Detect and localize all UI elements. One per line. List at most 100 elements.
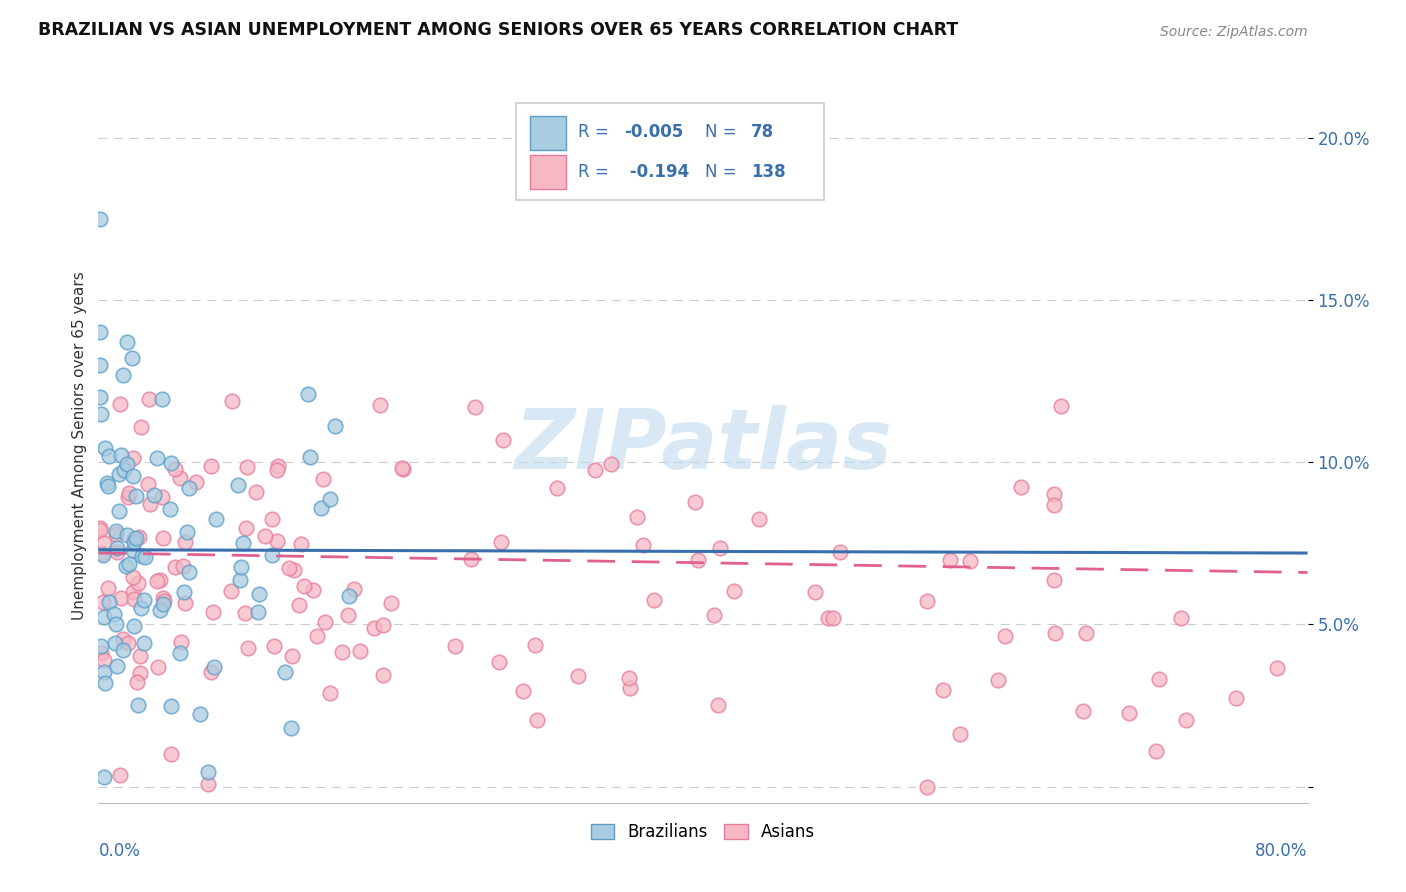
Point bbox=[221, 393, 243, 408]
Text: ZIPatlas: ZIPatlas bbox=[515, 406, 891, 486]
Point bbox=[122, 619, 145, 633]
Point bbox=[267, 459, 290, 474]
Point bbox=[1225, 691, 1247, 706]
Point bbox=[1043, 573, 1066, 587]
Point bbox=[273, 665, 295, 680]
Point bbox=[97, 479, 120, 493]
Point bbox=[118, 558, 141, 572]
Point bbox=[138, 392, 160, 406]
Point bbox=[121, 570, 143, 584]
Point bbox=[176, 524, 198, 539]
Point bbox=[89, 523, 111, 537]
Point bbox=[307, 629, 329, 643]
Point bbox=[172, 558, 194, 573]
Point bbox=[107, 467, 129, 481]
Point bbox=[1043, 487, 1066, 501]
Point bbox=[93, 770, 115, 784]
Point bbox=[117, 491, 139, 505]
Point bbox=[122, 532, 145, 546]
Point bbox=[266, 534, 288, 549]
Text: Source: ZipAtlas.com: Source: ZipAtlas.com bbox=[1160, 25, 1308, 39]
Point bbox=[188, 706, 211, 721]
Point bbox=[93, 549, 115, 563]
Text: -0.194: -0.194 bbox=[624, 163, 690, 181]
Point bbox=[165, 559, 187, 574]
Point bbox=[89, 390, 111, 404]
Point bbox=[583, 463, 606, 477]
Point bbox=[197, 765, 219, 780]
Point bbox=[823, 611, 845, 625]
Point bbox=[238, 641, 260, 656]
Point bbox=[152, 591, 174, 605]
Point bbox=[707, 698, 730, 713]
Point bbox=[748, 512, 770, 526]
Point bbox=[121, 451, 143, 466]
Point bbox=[371, 618, 394, 632]
Point bbox=[110, 397, 132, 411]
Point bbox=[363, 621, 385, 635]
Point bbox=[173, 596, 195, 610]
Point bbox=[1118, 706, 1140, 721]
Point bbox=[512, 684, 534, 698]
Point bbox=[631, 538, 654, 552]
Point bbox=[619, 681, 641, 696]
Point bbox=[112, 632, 135, 647]
Point bbox=[173, 535, 195, 549]
Point bbox=[236, 459, 259, 474]
Point bbox=[626, 509, 648, 524]
Point bbox=[131, 549, 153, 564]
Point bbox=[202, 659, 225, 673]
Point bbox=[959, 554, 981, 568]
Point bbox=[122, 534, 145, 549]
Point bbox=[526, 713, 548, 727]
Point bbox=[149, 603, 172, 617]
Point bbox=[233, 606, 256, 620]
Point bbox=[121, 543, 143, 558]
Point bbox=[127, 698, 149, 713]
Point bbox=[105, 658, 128, 673]
Point bbox=[228, 573, 250, 587]
Point bbox=[117, 334, 139, 349]
Point bbox=[314, 615, 336, 629]
Point bbox=[105, 544, 128, 558]
Point bbox=[1071, 704, 1094, 718]
Point bbox=[90, 407, 112, 421]
Point bbox=[683, 495, 706, 509]
Point bbox=[160, 698, 183, 713]
Point bbox=[125, 489, 148, 503]
Point bbox=[1049, 399, 1071, 413]
Point bbox=[108, 504, 131, 518]
Point bbox=[280, 721, 302, 735]
Bar bbox=[530, 116, 567, 150]
Legend: Brazilians, Asians: Brazilians, Asians bbox=[583, 817, 823, 848]
Point bbox=[643, 593, 665, 607]
Point bbox=[915, 780, 938, 794]
Point bbox=[1265, 661, 1288, 675]
Point bbox=[600, 457, 623, 471]
Point bbox=[89, 211, 111, 226]
Point bbox=[122, 468, 145, 483]
Point bbox=[134, 549, 156, 564]
Point bbox=[546, 482, 568, 496]
Point bbox=[197, 777, 219, 791]
Point bbox=[98, 595, 121, 609]
Point bbox=[129, 600, 152, 615]
Point bbox=[121, 585, 143, 599]
Point bbox=[283, 563, 305, 577]
Point bbox=[186, 475, 208, 489]
Point bbox=[94, 442, 117, 456]
Point bbox=[112, 643, 135, 657]
Point bbox=[444, 639, 467, 653]
Point bbox=[380, 596, 402, 610]
Point bbox=[90, 546, 112, 560]
Point bbox=[159, 501, 181, 516]
Point bbox=[492, 434, 515, 448]
Point bbox=[391, 462, 413, 476]
FancyBboxPatch shape bbox=[516, 103, 824, 200]
Text: N =: N = bbox=[706, 163, 742, 181]
Point bbox=[143, 488, 166, 502]
Point bbox=[93, 653, 115, 667]
Point bbox=[93, 675, 115, 690]
Point bbox=[127, 576, 149, 591]
Point bbox=[121, 351, 143, 365]
